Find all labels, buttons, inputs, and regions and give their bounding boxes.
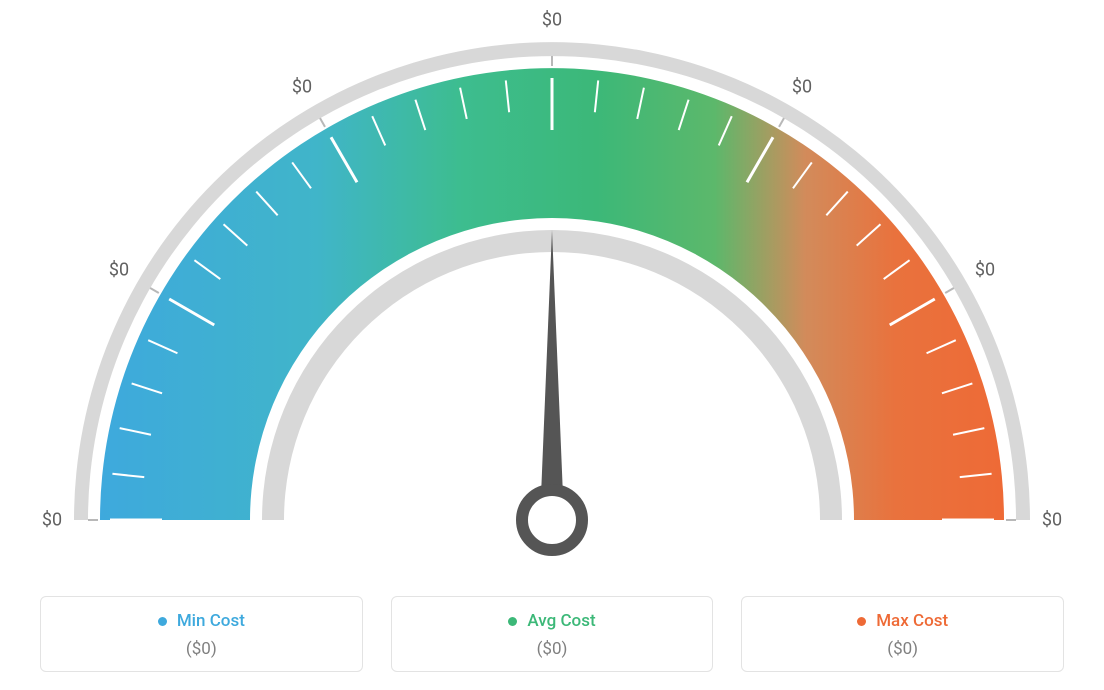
legend-card-avg: Avg Cost ($0) — [391, 596, 714, 672]
gauge-tick-label: $0 — [792, 76, 812, 97]
legend-value-min: ($0) — [51, 639, 352, 659]
legend-title-avg: Avg Cost — [527, 611, 595, 631]
gauge-tick-label: $0 — [542, 10, 562, 31]
legend-value-max: ($0) — [752, 639, 1053, 659]
gauge-tick-label: $0 — [42, 510, 62, 531]
legend-dot-max — [857, 617, 866, 626]
legend-card-max: Max Cost ($0) — [741, 596, 1064, 672]
legend-title-max: Max Cost — [876, 611, 948, 631]
legend-value-avg: ($0) — [402, 639, 703, 659]
legend-title-row: Min Cost — [51, 611, 352, 631]
gauge-tick-label: $0 — [109, 260, 129, 281]
gauge-area: $0 $0 $0 $0 $0 $0 $0 — [0, 0, 1104, 560]
gauge-tick-label: $0 — [292, 76, 312, 97]
legend-title-row: Max Cost — [752, 611, 1053, 631]
legend-dot-avg — [508, 617, 517, 626]
gauge-tick-label: $0 — [975, 260, 995, 281]
gauge-tick-label: $0 — [1042, 510, 1062, 531]
legend-title-row: Avg Cost — [402, 611, 703, 631]
gauge-chart-container: $0 $0 $0 $0 $0 $0 $0 Min Cost ($0) Avg Cost ($… — [0, 0, 1104, 690]
legend-title-min: Min Cost — [177, 611, 245, 631]
legend-card-min: Min Cost ($0) — [40, 596, 363, 672]
legend-dot-min — [158, 617, 167, 626]
legend-row: Min Cost ($0) Avg Cost ($0) Max Cost ($0… — [40, 596, 1064, 672]
gauge-svg — [0, 0, 1104, 560]
